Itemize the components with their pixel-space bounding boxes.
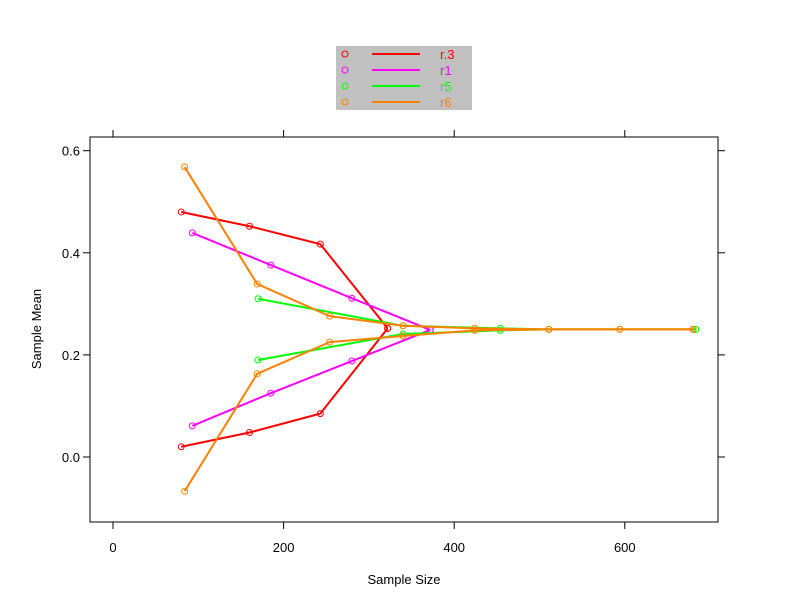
legend-label: r.3 xyxy=(440,47,454,62)
data-point xyxy=(254,295,262,303)
data-point xyxy=(253,370,261,378)
series-line xyxy=(191,231,431,331)
x-tick-label: 0 xyxy=(109,540,116,555)
series-r6 xyxy=(181,163,697,495)
x-tick-label: 600 xyxy=(614,540,636,555)
data-point xyxy=(384,324,392,332)
data-point xyxy=(245,428,253,436)
data-point xyxy=(177,443,185,451)
data-point xyxy=(689,325,697,333)
series-line xyxy=(183,166,694,331)
data-point xyxy=(267,261,275,269)
x-tick-label: 200 xyxy=(273,540,295,555)
x-axis-label: Sample Size xyxy=(368,572,441,587)
data-point xyxy=(399,322,407,330)
legend-background xyxy=(336,46,472,110)
data-point xyxy=(399,332,407,340)
legend-marker xyxy=(341,82,349,90)
legend-marker xyxy=(341,50,349,58)
data-point xyxy=(348,294,356,302)
data-point xyxy=(326,312,334,320)
data-point xyxy=(177,208,185,216)
y-axis-label: Sample Mean xyxy=(29,289,44,369)
data-point xyxy=(616,325,624,333)
data-point xyxy=(348,357,356,365)
data-point xyxy=(267,389,275,397)
legend-label: r5 xyxy=(440,79,452,94)
series-r.3 xyxy=(177,208,392,451)
data-point xyxy=(253,280,261,288)
series-line xyxy=(181,210,389,329)
legend-marker xyxy=(341,98,349,106)
data-point xyxy=(188,229,196,237)
data-point xyxy=(471,326,479,334)
y-tick-label: 0.4 xyxy=(62,246,80,261)
data-point xyxy=(316,410,324,418)
data-point xyxy=(545,325,553,333)
data-point xyxy=(188,422,196,430)
series-line xyxy=(191,328,431,427)
data-point xyxy=(254,356,262,364)
series-r1 xyxy=(188,229,434,430)
data-point xyxy=(181,487,189,495)
data-point xyxy=(181,163,189,171)
series-line xyxy=(183,328,694,492)
plot-frame xyxy=(89,136,719,523)
y-tick-label: 0.6 xyxy=(62,144,80,159)
data-point xyxy=(245,222,253,230)
data-point xyxy=(326,338,334,346)
x-tick-label: 400 xyxy=(443,540,465,555)
data-point xyxy=(316,240,324,248)
y-tick-label: 0.0 xyxy=(62,450,80,465)
legend-label: r1 xyxy=(440,63,452,78)
y-tick-label: 0.2 xyxy=(62,348,80,363)
legend-label: r6 xyxy=(440,95,452,110)
legend-marker xyxy=(341,66,349,74)
